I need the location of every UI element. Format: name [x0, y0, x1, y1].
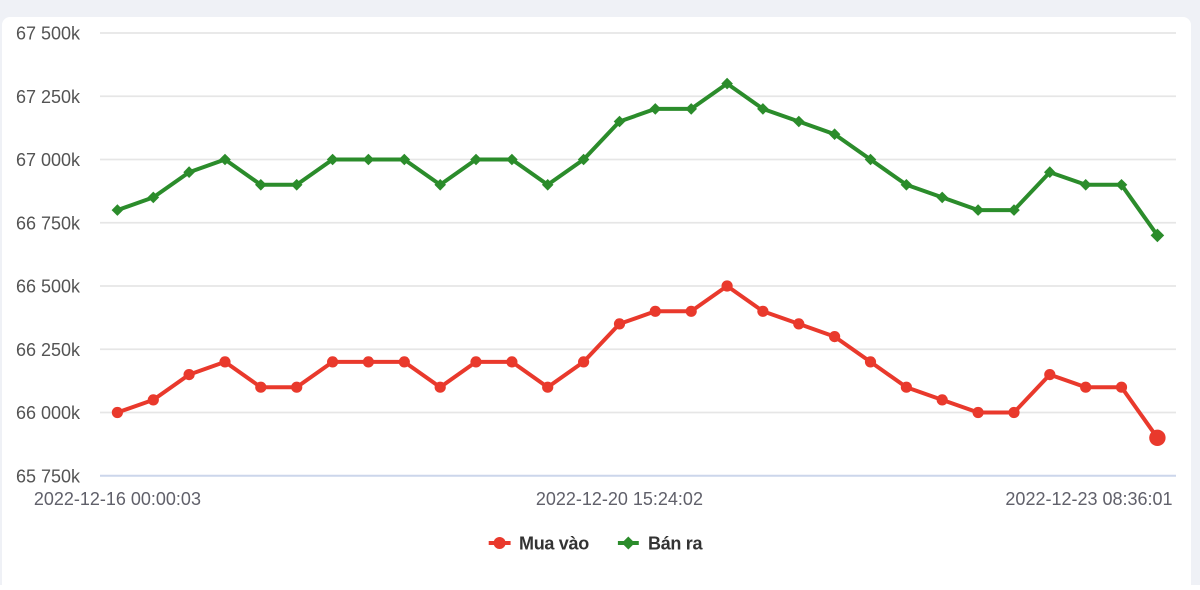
svg-text:67 500k: 67 500k	[16, 24, 81, 44]
svg-text:67 000k: 67 000k	[16, 150, 81, 170]
svg-text:66 250k: 66 250k	[16, 340, 81, 360]
svg-text:66 750k: 66 750k	[16, 213, 81, 233]
svg-text:2022-12-16 00:00:03: 2022-12-16 00:00:03	[34, 489, 201, 509]
svg-text:66 000k: 66 000k	[16, 403, 81, 423]
svg-text:Bán ra: Bán ra	[648, 534, 704, 554]
svg-text:67 250k: 67 250k	[16, 87, 81, 107]
svg-text:Mua vào: Mua vào	[519, 534, 589, 554]
svg-text:2022-12-23 08:36:01: 2022-12-23 08:36:01	[1005, 489, 1172, 509]
svg-text:2022-12-20 15:24:02: 2022-12-20 15:24:02	[536, 489, 703, 509]
svg-text:65 750k: 65 750k	[16, 466, 81, 486]
svg-text:66 500k: 66 500k	[16, 277, 81, 297]
